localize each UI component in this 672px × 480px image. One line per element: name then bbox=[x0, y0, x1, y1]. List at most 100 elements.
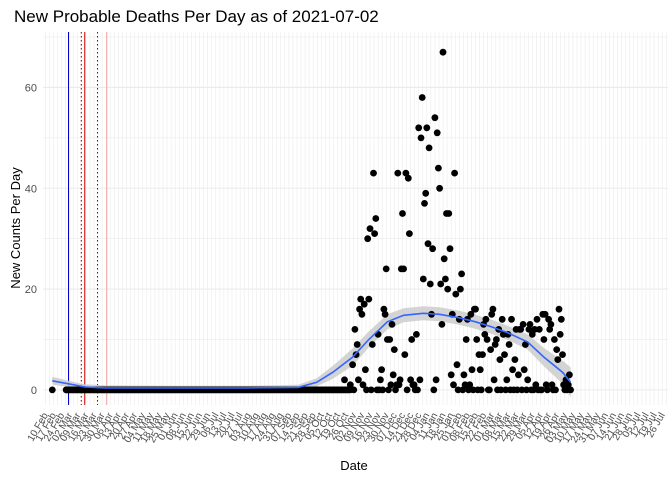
y-tick-label: 0 bbox=[31, 385, 37, 397]
data-point bbox=[489, 305, 497, 313]
data-point bbox=[447, 371, 455, 379]
data-point bbox=[533, 315, 541, 323]
data-point bbox=[542, 381, 550, 389]
data-point bbox=[540, 336, 548, 343]
data-point bbox=[435, 164, 442, 172]
data-point bbox=[450, 381, 457, 389]
grid bbox=[43, 32, 668, 405]
data-point bbox=[396, 376, 404, 384]
data-point bbox=[566, 371, 573, 379]
data-point bbox=[432, 376, 440, 384]
data-point bbox=[394, 169, 402, 177]
data-point bbox=[454, 386, 462, 394]
data-point bbox=[381, 310, 389, 318]
data-point bbox=[493, 336, 500, 343]
data-point bbox=[544, 386, 551, 394]
data-point bbox=[547, 321, 555, 328]
data-point bbox=[532, 381, 540, 389]
data-point bbox=[433, 129, 441, 137]
y-tick-label: 40 bbox=[25, 183, 37, 195]
data-point bbox=[387, 381, 395, 389]
data-point bbox=[452, 290, 460, 298]
chart-title: New Probable Deaths Per Day as of 2021-0… bbox=[14, 7, 379, 26]
data-point bbox=[519, 321, 527, 328]
data-point bbox=[341, 376, 348, 384]
data-point bbox=[430, 386, 438, 394]
data-point bbox=[501, 351, 508, 358]
data-point bbox=[554, 356, 562, 363]
data-point bbox=[498, 315, 506, 323]
data-point bbox=[553, 346, 561, 353]
data-point bbox=[468, 366, 476, 374]
data-point bbox=[486, 386, 493, 394]
data-point bbox=[496, 356, 504, 363]
data-point bbox=[366, 225, 374, 233]
data-point bbox=[400, 265, 407, 273]
data-point bbox=[523, 386, 530, 394]
data-point bbox=[362, 366, 369, 374]
data-point bbox=[526, 321, 534, 328]
data-point bbox=[548, 381, 556, 389]
data-point bbox=[382, 265, 390, 273]
data-point bbox=[360, 300, 368, 308]
data-point bbox=[458, 270, 465, 278]
data-point bbox=[410, 381, 418, 389]
data-point bbox=[357, 295, 365, 303]
data-point bbox=[364, 235, 372, 243]
data-point bbox=[564, 381, 572, 389]
data-point bbox=[363, 386, 370, 394]
data-point bbox=[438, 321, 446, 328]
data-point bbox=[482, 315, 490, 323]
data-point bbox=[488, 310, 496, 318]
data-point bbox=[505, 341, 513, 348]
y-tick-label: 20 bbox=[25, 284, 37, 296]
data-point bbox=[365, 295, 373, 303]
data-point bbox=[481, 331, 489, 338]
y-tick-label: 60 bbox=[25, 82, 37, 94]
trend-line bbox=[52, 312, 572, 389]
data-point bbox=[538, 386, 545, 394]
reference-lines bbox=[68, 32, 108, 405]
data-point bbox=[377, 376, 384, 384]
data-point bbox=[479, 351, 486, 358]
data-point bbox=[421, 200, 428, 207]
data-point bbox=[349, 361, 356, 369]
data-point bbox=[431, 114, 439, 122]
data-point bbox=[522, 341, 529, 348]
data-point bbox=[413, 331, 420, 338]
data-point bbox=[499, 331, 507, 338]
data-point bbox=[399, 210, 406, 217]
data-point bbox=[466, 381, 474, 389]
data-point bbox=[367, 386, 375, 394]
data-point bbox=[473, 336, 481, 343]
y-axis-ticks: 0 20 40 60 bbox=[25, 82, 37, 396]
points-layer bbox=[48, 48, 574, 394]
data-point bbox=[467, 310, 475, 318]
data-point bbox=[419, 275, 427, 283]
data-point bbox=[346, 381, 354, 389]
data-point bbox=[385, 386, 392, 394]
data-point bbox=[451, 169, 458, 177]
data-point bbox=[439, 48, 447, 56]
data-point bbox=[462, 336, 470, 343]
data-point bbox=[520, 366, 528, 374]
data-point bbox=[48, 386, 56, 394]
x-axis-title: Date bbox=[340, 458, 367, 473]
data-point bbox=[390, 346, 398, 353]
data-point bbox=[453, 361, 461, 369]
data-point bbox=[356, 305, 363, 313]
data-point bbox=[415, 124, 423, 132]
data-point bbox=[444, 285, 452, 293]
data-point bbox=[414, 386, 421, 394]
data-point bbox=[371, 230, 378, 238]
data-point bbox=[351, 326, 359, 333]
data-point bbox=[508, 315, 515, 323]
data-point bbox=[459, 386, 467, 394]
data-point bbox=[62, 386, 70, 394]
data-point bbox=[555, 305, 563, 313]
data-point bbox=[557, 315, 565, 323]
data-point bbox=[368, 341, 376, 348]
data-point bbox=[379, 386, 387, 394]
